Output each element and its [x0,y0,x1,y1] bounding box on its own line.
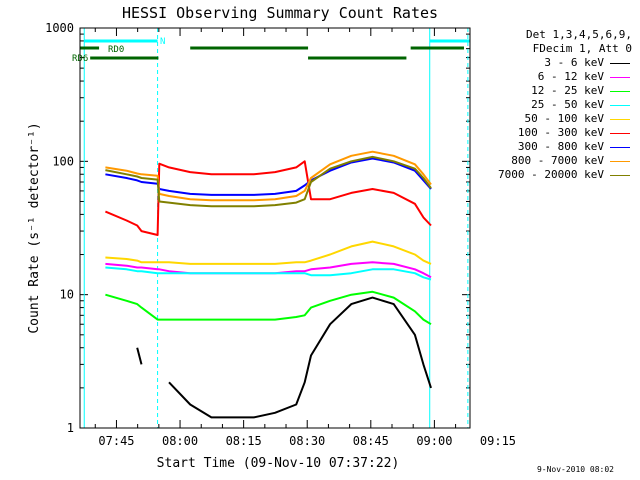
series-line-8 [105,155,432,208]
series-line-7 [105,150,432,202]
y-tick-label: 1000 [45,21,74,35]
legend-header-line-2: FDecim 1, Att 0 [532,42,632,55]
x-tick-label: 08:15 [226,434,262,448]
series-line-4 [105,240,432,265]
legend-swatch [610,175,630,176]
y-tick-label: 10 [60,288,74,302]
legend-swatch [610,77,630,78]
legend-header-line-1: Det 1,3,4,5,6,9, [526,28,632,41]
legend-entry-label: 25 - 50 keV [531,98,604,111]
series-line-3 [105,266,432,281]
x-tick-label: 09:15 [480,434,516,448]
y-tick-label: 100 [52,154,74,168]
series-line-6 [105,157,432,196]
x-tick-label: 08:00 [162,434,198,448]
legend-entry-label: 3 - 6 keV [544,56,604,69]
x-tick-label: 08:30 [289,434,325,448]
legend-entry-label: 12 - 25 keV [531,84,604,97]
legend-entry-label: 6 - 12 keV [537,70,604,83]
orbit-marker-label: N [160,37,165,47]
series-line-5 [105,160,432,236]
legend-swatch [610,91,630,92]
y-axis-label: Count Rate (s⁻¹ detector⁻¹) [27,122,42,333]
legend-entry-label: 800 - 7000 keV [511,154,604,167]
legend-entry: 300 - 800 keV [476,140,632,154]
chart-title: HESSI Observing Summary Count Rates [122,4,438,22]
orbit-marker-label: RD0 [108,45,124,55]
legend-swatch [610,119,630,120]
legend: Det 1,3,4,5,6,9, FDecim 1, Att 0 3 - 6 k… [476,28,632,182]
legend-entry: 6 - 12 keV [476,70,632,84]
x-axis-label: Start Time (09-Nov-10 07:37:22) [157,456,400,471]
legend-entry-label: 7000 - 20000 keV [498,168,604,181]
date-stamp: 9-Nov-2010 08:02 [536,465,614,474]
legend-entry: 12 - 25 keV [476,84,632,98]
legend-swatch [610,105,630,106]
legend-entry-label: 50 - 100 keV [524,112,604,125]
x-tick-label: 07:45 [98,434,134,448]
legend-swatch [610,63,630,64]
legend-entry-label: 100 - 300 keV [517,126,604,139]
plot-area: 1 10 100 1000 07:45 08:00 08:15 08:30 08:45 09:00… [45,21,516,448]
legend-entry: 3 - 6 keV [476,56,632,70]
legend-swatch [610,133,630,134]
legend-entry: 25 - 50 keV [476,98,632,112]
x-tick-label: 08:45 [353,434,389,448]
x-tick-label: 09:00 [416,434,452,448]
series-line-2 [105,290,432,326]
series-line-0 [136,296,432,419]
legend-entry-label: 300 - 800 keV [517,140,604,153]
legend-entry: 800 - 7000 keV [476,154,632,168]
y-tick-label: 1 [67,421,74,435]
legend-entry: 100 - 300 keV [476,126,632,140]
plot-frame [79,27,471,429]
legend-swatch [610,161,630,162]
legend-swatch [610,147,630,148]
legend-entry: 7000 - 20000 keV [476,168,632,182]
legend-entry: 50 - 100 keV [476,112,632,126]
